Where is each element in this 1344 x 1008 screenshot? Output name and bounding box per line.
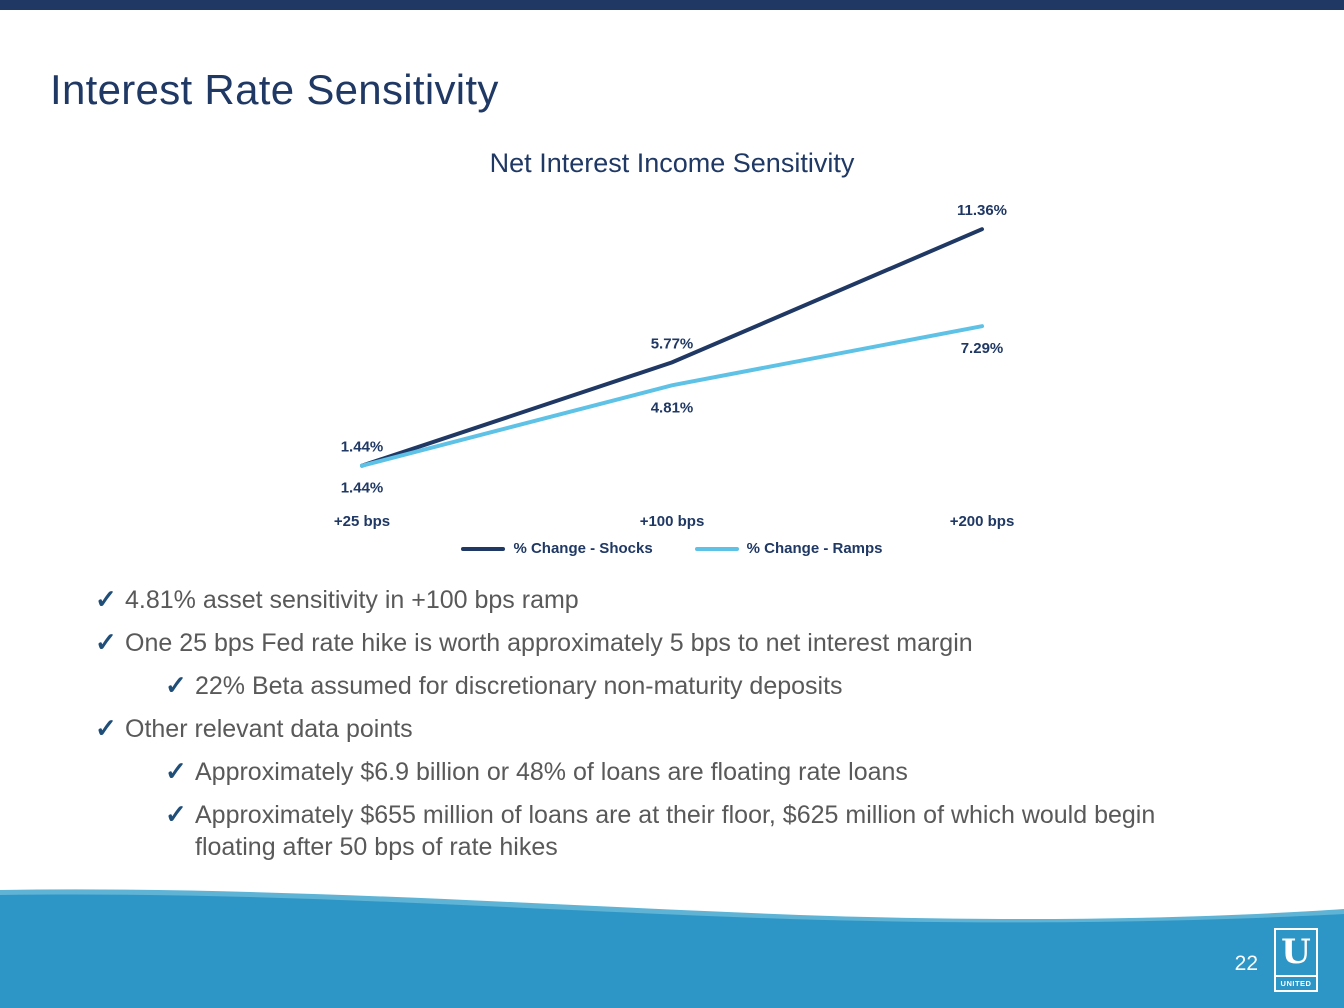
list-item: ✓ Approximately $655 million of loans are… <box>165 799 1170 863</box>
bullet-text: Approximately $6.9 billion or 48% of loa… <box>195 758 908 786</box>
chart-title: Net Interest Income Sensitivity <box>489 148 855 178</box>
top-accent-bar <box>0 0 1344 10</box>
check-icon: ✓ <box>165 799 187 829</box>
legend-label: % Change - Ramps <box>746 540 883 557</box>
bullet-text: One 25 bps Fed rate hike is worth approx… <box>125 629 973 657</box>
point-label: 1.44% <box>341 480 384 497</box>
legend-swatch-icon <box>461 546 506 551</box>
legend-item: % Change - Shocks <box>461 540 653 557</box>
check-icon: ✓ <box>95 627 117 657</box>
check-icon: ✓ <box>165 670 187 700</box>
slide-title: Interest Rate Sensitivity <box>50 66 499 113</box>
chart-legend: % Change - Shocks % Change - Ramps <box>282 540 1062 557</box>
bullet-text: 4.81% asset sensitivity in +100 bps ramp <box>125 586 579 614</box>
check-icon: ✓ <box>95 584 117 614</box>
list-item: ✓ One 25 bps Fed rate hike is worth appro… <box>95 627 1344 659</box>
legend-item: % Change - Ramps <box>694 540 883 557</box>
list-item: ✓ 22% Beta assumed for discretionary non-… <box>165 670 1170 702</box>
list-item: ✓ Approximately $6.9 billion or 48% of lo… <box>165 756 1170 788</box>
nii-chart-canvas: 1.44% 5.77% 11.36% 1.44% 4.81% 7.29% +25 bps +1… <box>334 202 1015 530</box>
x-axis-label: +25 bps <box>334 513 390 530</box>
logo-letter: U <box>1281 932 1311 972</box>
legend-label: % Change - Shocks <box>513 540 653 557</box>
check-icon: ✓ <box>165 756 187 786</box>
list-item: ✓ Other relevant data points <box>95 713 1344 745</box>
check-icon: ✓ <box>95 713 117 743</box>
point-label: 11.36% <box>957 202 1007 219</box>
footer-wave-main <box>0 894 1344 1008</box>
point-label: 4.81% <box>651 399 694 416</box>
point-label: 1.44% <box>341 439 384 456</box>
bullet-text: 22% Beta assumed for discretionary non-m… <box>195 672 843 700</box>
bullet-list: ✓ 4.81% asset sensitivity in +100 bps ram… <box>0 584 1344 874</box>
x-axis-label: +200 bps <box>950 513 1015 530</box>
footer-wave <box>0 889 1344 1008</box>
point-label: 7.29% <box>961 340 1004 357</box>
x-axis-label: +100 bps <box>640 513 705 530</box>
series-line-0 <box>360 227 984 468</box>
logo-wordmark: UNITED <box>1276 975 1316 990</box>
page-number: 22 <box>1234 952 1258 975</box>
bullet-text: Approximately $655 million of loans are … <box>195 801 1156 861</box>
series-line-1 <box>360 324 984 468</box>
united-logo: U UNITED <box>1274 928 1318 992</box>
point-label: 5.77% <box>651 335 694 352</box>
legend-swatch-icon <box>694 546 739 551</box>
list-item: ✓ 4.81% asset sensitivity in +100 bps ram… <box>95 584 1344 616</box>
chart-block: Net Interest Income Sensitivity 1.44% 5.7… <box>282 146 1062 557</box>
bullet-text: Other relevant data points <box>125 715 413 743</box>
